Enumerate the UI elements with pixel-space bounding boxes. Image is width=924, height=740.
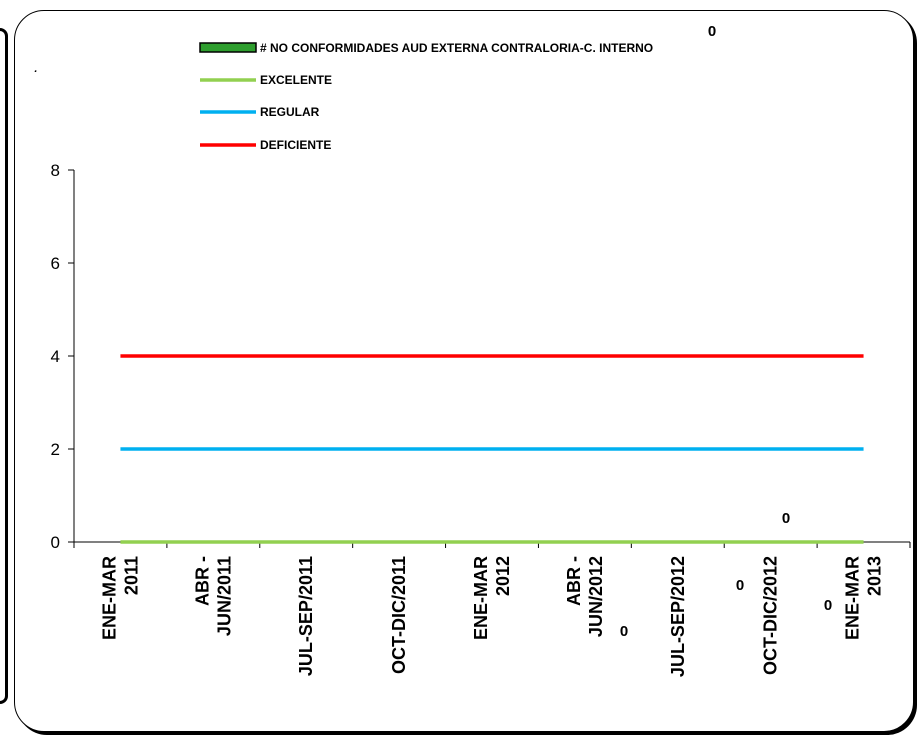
y-tick-label: 8 xyxy=(51,161,60,180)
x-tick-label-line: JUL-SEP/2011 xyxy=(296,556,316,676)
data-label: 0 xyxy=(620,623,628,640)
data-label: 0 xyxy=(824,597,832,614)
data-label: 0 xyxy=(708,23,716,40)
x-tick-label: JUL-SEP/2012 xyxy=(668,556,688,677)
x-tick-label-line: ABR - xyxy=(564,556,584,606)
x-tick-label-line: 2012 xyxy=(493,556,513,596)
legend-label: EXCELENTE xyxy=(260,73,332,87)
x-tick-label-line: JUN/2011 xyxy=(214,556,234,636)
data-labels: 0 0 0 0 0 xyxy=(620,23,832,640)
legend-swatch-bar xyxy=(199,42,257,53)
x-tick-label-line: ABR - xyxy=(192,556,212,606)
legend-label: DEFICIENTE xyxy=(260,138,331,152)
x-tick-label: ENE-MAR 2012 xyxy=(471,556,513,640)
x-tick-label-line: OCT-DIC/2011 xyxy=(389,556,409,674)
legend-label: # NO CONFORMIDADES AUD EXTERNA CONTRALOR… xyxy=(260,41,653,55)
legend: # NO CONFORMIDADES AUD EXTERNA CONTRALOR… xyxy=(199,41,653,152)
x-tick-label-line: JUN/2012 xyxy=(586,556,606,637)
series-layer xyxy=(120,354,864,544)
y-tick-label: 0 xyxy=(51,533,60,552)
x-tick-label-line: 2011 xyxy=(121,556,141,595)
chart-frame xyxy=(14,10,914,732)
x-tick-label: OCT-DIC/2011 xyxy=(389,556,409,674)
y-tick-label: 2 xyxy=(51,440,60,459)
data-label: 0 xyxy=(782,510,790,527)
x-tick-label: OCT-DIC/2012 xyxy=(761,556,781,675)
y-tick-label: 6 xyxy=(51,254,60,273)
x-tick-label: ABR - JUN/2012 xyxy=(564,556,606,637)
x-tick-label: ABR - JUN/2011 xyxy=(192,556,234,636)
x-tick-label-line: ENE-MAR xyxy=(843,556,863,640)
adjacent-panel-edge xyxy=(0,28,8,704)
legend-label: REGULAR xyxy=(260,105,320,119)
x-tick-label-line: JUL-SEP/2012 xyxy=(668,556,688,677)
x-tick-label: ENE-MAR 2011 xyxy=(99,556,141,640)
annotation-mark: . xyxy=(34,59,38,76)
x-tick-label: ENE-MAR 2013 xyxy=(843,556,885,640)
x-tick-label-line: OCT-DIC/2012 xyxy=(761,556,781,675)
x-tick-label-line: 2013 xyxy=(865,556,885,596)
x-tick-label: JUL-SEP/2011 xyxy=(296,556,316,676)
x-tick-label-line: ENE-MAR xyxy=(99,556,119,640)
x-tick-label-line: ENE-MAR xyxy=(471,556,491,640)
data-label: 0 xyxy=(736,577,744,594)
y-tick-label: 4 xyxy=(51,347,60,366)
